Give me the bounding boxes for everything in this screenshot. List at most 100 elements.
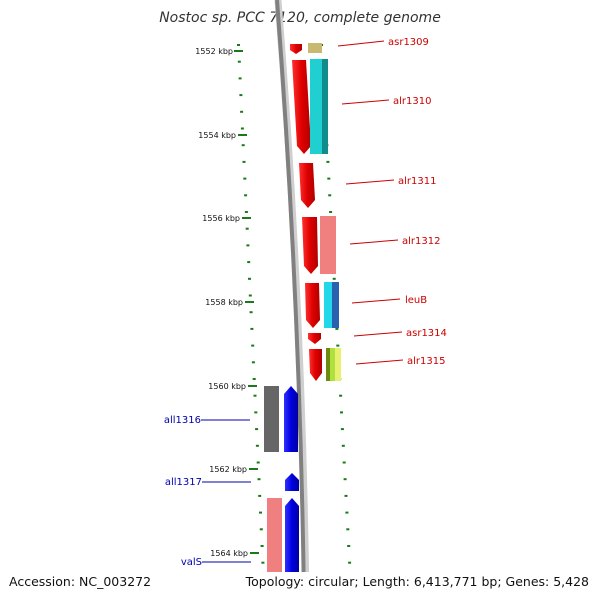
scale-dot-left-12 [246,244,250,247]
label-alr1315[interactable]: alr1315 [407,356,445,367]
leader-asr1309 [337,40,385,47]
tick-label-1560: 1560 kbp [208,382,246,391]
label-all1317[interactable]: all1317 [165,477,202,488]
scale-dot-right-9 [328,194,332,197]
forward-genes [290,43,341,381]
scale-dot-right-27 [344,494,348,497]
gene-arrow-asr1314[interactable] [308,333,321,344]
scale-dot-right-10 [329,211,333,213]
scale-dot-right-18 [336,344,340,347]
leader-alr1315 [355,359,404,365]
scale-dot-right-31 [348,561,352,564]
scale-dots-left [237,44,266,598]
scale-dot-left-18 [251,344,255,347]
label-all1316[interactable]: all1316 [164,415,201,426]
label-alr1312[interactable]: alr1312 [402,236,440,247]
compare-bar-alr1310[interactable] [310,59,323,154]
genome-backbone [275,0,306,600]
scale-dot-left-27 [258,494,262,497]
tick-label-1554: 1554 kbp [198,131,236,140]
scale-dot-left-17 [250,327,254,330]
accession-text: Accession: NC_003272 [9,574,151,589]
compare-bar-leuB-shade [332,282,339,328]
scale-dot-left-28 [259,511,262,514]
tick-label-1556: 1556 kbp [202,214,240,223]
compare-bar-alr1315[interactable] [326,348,330,381]
scale-dot-left-16 [249,311,253,314]
label-leuB[interactable]: leuB [405,295,427,306]
leader-leuB [351,298,401,304]
leader-asr1314 [353,331,403,337]
compare-bar-leuB[interactable] [324,282,332,328]
label-valS[interactable]: valS [181,557,202,568]
compare-bar-all1316[interactable] [264,386,279,452]
label-asr1309[interactable]: asr1309 [388,37,429,48]
scale-dot-left-15 [248,294,252,297]
scale-dot-left-19 [251,361,255,364]
scale-dot-left-20 [252,378,256,380]
tick-label-1562: 1562 kbp [209,465,247,474]
compare-bar-alr1315-mid [330,348,335,381]
gene-arrow-asr1309[interactable] [290,44,302,54]
tick-label-1558: 1558 kbp [205,298,243,307]
gene-arrow-all1317[interactable] [285,473,299,491]
gene-arrow-all1316[interactable] [284,386,298,452]
leader-alr1312 [349,239,399,245]
scale-dot-right-25 [342,461,346,464]
scale-dot-left-21 [253,394,257,397]
scale-dot-right-22 [340,411,343,414]
scale-dot-left-11 [245,227,249,230]
scale-dot-left-1 [237,60,241,63]
leader-alr1310 [341,99,390,105]
scale-dot-left-26 [257,478,261,481]
gene-arrow-leuB[interactable] [305,283,320,328]
scale-dot-right-17 [335,327,339,330]
scale-dot-left-2 [238,77,242,80]
scale-dot-left-22 [254,411,258,414]
gene-arrow-alr1315[interactable] [309,349,322,381]
scale-dot-right-28 [345,511,349,514]
scale-dot-left-0 [237,44,240,46]
scale-dot-left-13 [247,261,251,264]
scale-dot-right-30 [347,545,351,547]
compare-bar-asr1309[interactable] [308,43,322,53]
compare-bar-alr1315-light [335,348,341,381]
footer-background [0,572,600,600]
scale-dot-left-10 [244,211,248,213]
scale-dot-left-8 [243,177,247,180]
label-alr1311[interactable]: alr1311 [398,176,436,187]
scale-dot-right-24 [341,444,345,447]
scale-dot-left-25 [256,461,260,464]
scale-dot-left-4 [240,110,244,113]
scale-dot-left-5 [240,127,244,130]
topology-text: Topology: circular; Length: 6,413,771 bp… [245,574,589,589]
scale-dot-right-29 [346,528,350,531]
forward-gene-labels: asr1309 alr1310 alr1311 alr1312 leuB asr… [337,37,447,367]
scale-dot-right-26 [343,478,347,481]
tick-label-1564: 1564 kbp [210,549,248,558]
scale-dot-left-31 [261,561,265,564]
map-title: Nostoc sp. PCC 7120, complete genome [159,10,441,26]
scale-dot-right-21 [339,394,343,397]
tick-label-1552: 1552 kbp [195,47,233,56]
compare-bar-alr1312[interactable] [320,216,336,274]
reverse-genes [264,386,299,600]
scale-dot-right-23 [340,428,344,431]
label-asr1314[interactable]: asr1314 [406,328,447,339]
compare-bar-alr1310-shade [322,59,328,154]
scale-dot-left-29 [259,528,263,531]
scale-dot-right-8 [327,177,331,180]
scale-dot-left-3 [239,94,243,97]
gene-arrow-alr1311[interactable] [299,163,315,208]
gene-arrow-alr1312[interactable] [302,217,318,274]
scale-dot-left-23 [255,428,259,431]
gene-arrow-alr1310[interactable] [292,60,311,154]
reverse-gene-labels: all1316 all1317 valS [164,415,251,568]
scale-dot-right-7 [326,160,330,163]
scale-dot-right-14 [332,277,336,280]
scale-dot-left-7 [242,160,246,163]
scale-dot-left-24 [255,444,259,447]
label-alr1310[interactable]: alr1310 [393,96,431,107]
